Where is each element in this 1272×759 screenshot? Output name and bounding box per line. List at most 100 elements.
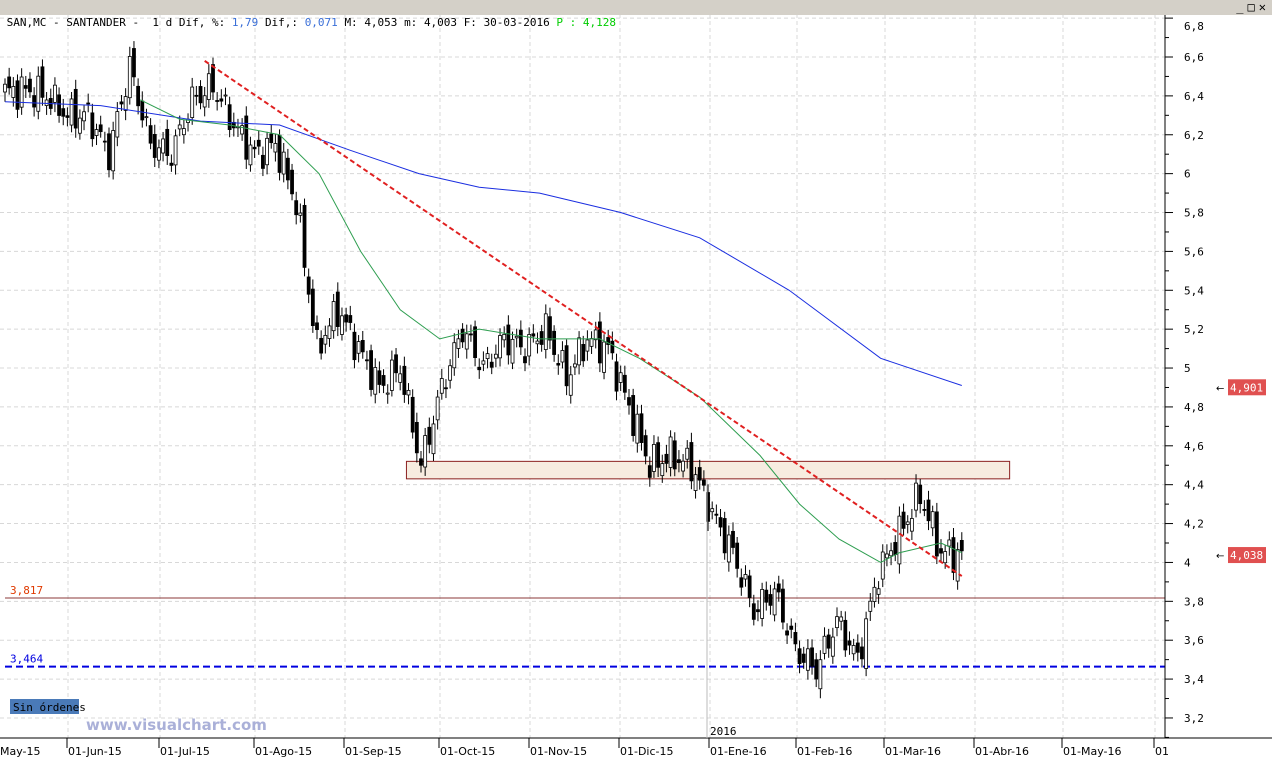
candle-down: [277, 134, 282, 173]
close-button[interactable]: ✕: [1258, 0, 1270, 14]
candle-down: [107, 133, 111, 171]
candle-down: [469, 333, 473, 336]
candle-up: [19, 76, 24, 108]
candle-up: [527, 334, 532, 357]
candle-down: [352, 331, 357, 361]
trendline: [204, 60, 963, 577]
candle-up: [947, 539, 952, 547]
candle-up: [885, 553, 889, 559]
y-axis: 6,8 6,6 6,4 6,2 6 5,8 5,6 5,4 5,2 5 4,8 4,6 4,4 4,2 4 3…: [1164, 14, 1266, 738]
candle-up: [248, 144, 253, 166]
candle-down: [98, 124, 103, 133]
candle-down: [768, 594, 773, 606]
candle-up: [593, 329, 598, 341]
y-tick-label: 5,6: [1184, 245, 1204, 258]
candle-down: [735, 542, 740, 569]
y-tick-label: 5,4: [1184, 284, 1204, 297]
candle-down: [647, 465, 652, 478]
indicator-lines: [4, 60, 963, 577]
candle-up: [456, 338, 461, 349]
candle-up: [439, 378, 444, 394]
candle-up: [77, 117, 82, 134]
level-label: 3,464: [10, 653, 43, 666]
candle-down: [335, 291, 340, 327]
max-label: M:: [344, 16, 358, 29]
candle-up: [726, 534, 731, 563]
candle-up: [44, 99, 49, 106]
candle-down: [656, 442, 661, 468]
y-tick-label: 4,2: [1184, 518, 1204, 531]
candle-up: [82, 111, 86, 122]
candle-up: [485, 353, 490, 360]
y-tick-label: 4,8: [1184, 401, 1204, 414]
candle-down: [227, 104, 232, 130]
y-tick-label: 4,6: [1184, 440, 1204, 453]
candle-down: [419, 458, 423, 466]
candle-down: [776, 583, 781, 593]
candle-down: [922, 509, 927, 511]
candle-up: [423, 435, 428, 468]
dif-pct-value: 1,79: [231, 16, 259, 29]
maximize-button[interactable]: □: [1247, 0, 1259, 14]
candle-up: [822, 635, 827, 654]
y-tick-label: 5,2: [1184, 323, 1204, 336]
candle-up: [281, 151, 286, 175]
candle-up: [573, 363, 577, 368]
moving-average-long: [4, 101, 962, 387]
candle-up: [589, 338, 594, 347]
candle-up: [127, 56, 132, 99]
x-tick-label: 01-Nov-15: [530, 745, 587, 758]
candle-down: [285, 157, 290, 181]
candle-up: [502, 333, 507, 341]
candle-down: [269, 133, 274, 144]
candle-down: [610, 340, 615, 354]
candle-up: [835, 616, 839, 629]
y-tick-label: 5,8: [1184, 207, 1204, 220]
candle-up: [123, 96, 128, 111]
x-tick-label: 01-Oct-15: [440, 745, 495, 758]
candle-down: [677, 459, 681, 463]
candle-down: [294, 200, 299, 216]
candle-up: [481, 360, 486, 365]
candle-down: [614, 361, 619, 392]
candle-up: [327, 325, 332, 339]
candle-down: [148, 125, 153, 144]
candle-down: [302, 204, 307, 268]
candle-up: [602, 341, 606, 373]
candle-up: [53, 84, 57, 103]
candle-up: [618, 372, 623, 383]
x-tick-label: 01-Jun-15: [68, 745, 122, 758]
candle-up: [36, 75, 41, 112]
candle-up: [202, 95, 207, 108]
candle-down: [344, 314, 349, 323]
candle-down: [40, 66, 45, 98]
candle-down: [622, 374, 627, 393]
candle-down: [394, 354, 398, 374]
y-tick-label: 6,2: [1184, 129, 1204, 142]
period-label: 1 d: [152, 16, 173, 29]
candle-up: [568, 374, 573, 396]
candle-down: [256, 139, 261, 147]
candle-up: [930, 511, 935, 529]
candle-down: [664, 453, 669, 464]
y-tick-label: 4,4: [1184, 479, 1204, 492]
candle-up: [510, 338, 515, 364]
arrow-left-icon: ←: [1216, 551, 1224, 562]
candle-down: [410, 396, 415, 433]
candle-up: [69, 98, 74, 126]
x-tick-label: 01-Sep-15: [345, 745, 402, 758]
candle-down: [939, 548, 943, 554]
candle-down: [631, 395, 636, 436]
minimize-button[interactable]: _: [1236, 0, 1248, 14]
candle-down: [951, 537, 956, 573]
candle-up: [660, 463, 665, 477]
x-tick-label: 01-Mar-16: [885, 745, 941, 758]
price-label: P :: [556, 16, 577, 29]
candle-down: [793, 632, 798, 645]
candle-down: [132, 48, 136, 78]
candle-down: [169, 162, 174, 166]
candle-down: [672, 440, 677, 470]
candle-down: [86, 102, 91, 105]
candle-down: [65, 115, 70, 118]
